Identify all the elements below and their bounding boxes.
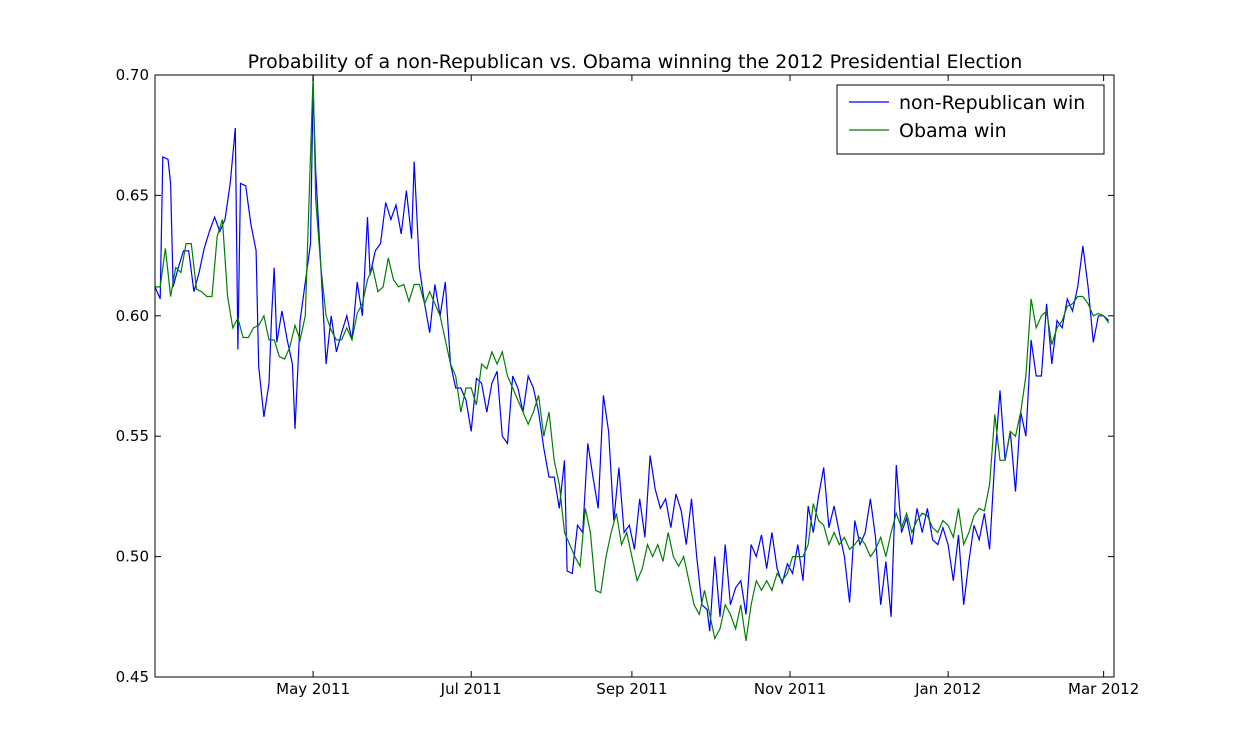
y-tick-label: 0.70 — [116, 66, 149, 84]
x-tick-label: Jul 2011 — [440, 680, 502, 698]
y-tick-label: 0.55 — [116, 427, 149, 445]
y-tick-label: 0.50 — [116, 548, 149, 566]
legend: non-Republican win Obama win — [836, 84, 1105, 155]
x-tick-label: May 2011 — [276, 680, 350, 698]
plot-frame — [154, 74, 1115, 678]
legend-box — [836, 84, 1105, 155]
x-tick-label: Sep 2011 — [596, 680, 667, 698]
legend-label: non-Republican win — [899, 92, 1085, 114]
x-tick-label: Nov 2011 — [754, 680, 826, 698]
series-line-1 — [155, 75, 1110, 641]
axes-layer: 0.45 0.50 0.55 0.60 0.65 0.70 May 2011 Jul 2011… — [116, 66, 1140, 698]
y-tick-label: 0.60 — [116, 307, 149, 325]
y-tick-label: 0.65 — [116, 186, 149, 204]
x-tick-label: Jan 2012 — [914, 680, 981, 698]
legend-label: Obama win — [899, 120, 1007, 142]
y-tick-label: 0.45 — [116, 668, 149, 686]
series-line-0 — [155, 86, 1110, 632]
x-tick-label: Mar 2012 — [1068, 680, 1139, 698]
series-layer — [155, 75, 1110, 641]
chart-title: Probability of a non-Republican vs. Obam… — [248, 51, 1023, 73]
